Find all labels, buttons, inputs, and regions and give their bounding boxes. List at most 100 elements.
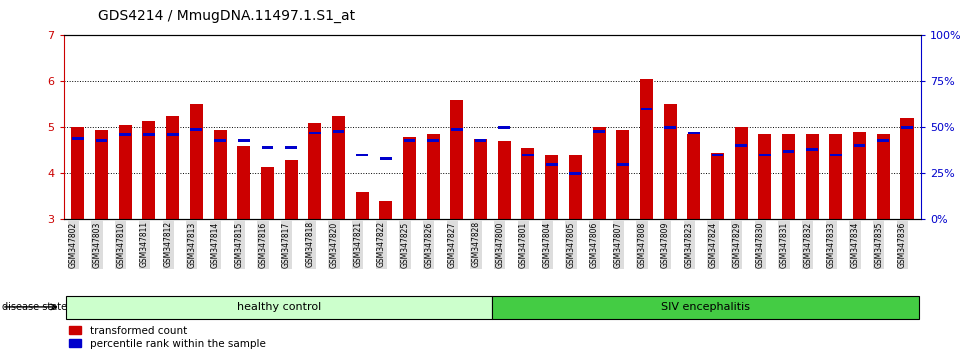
Text: GSM347828: GSM347828	[471, 221, 480, 267]
Bar	[120, 133, 131, 136]
Text: GSM347803: GSM347803	[92, 221, 102, 268]
Text: GSM347830: GSM347830	[756, 221, 764, 268]
Bar	[261, 166, 274, 219]
Bar	[95, 130, 108, 219]
Text: healthy control: healthy control	[237, 302, 321, 312]
Bar	[710, 153, 724, 219]
Bar	[426, 135, 440, 219]
Bar	[521, 148, 534, 219]
Text: GSM347810: GSM347810	[117, 221, 125, 268]
Text: GSM347822: GSM347822	[377, 221, 386, 267]
FancyBboxPatch shape	[66, 296, 492, 319]
Bar	[357, 154, 368, 156]
FancyBboxPatch shape	[492, 296, 919, 319]
Bar	[403, 137, 416, 219]
Bar	[569, 172, 581, 175]
Bar	[214, 130, 226, 219]
Bar	[807, 148, 818, 151]
Bar	[877, 139, 889, 142]
Bar	[142, 120, 156, 219]
Bar	[641, 108, 653, 110]
Bar	[167, 116, 179, 219]
Bar	[190, 128, 202, 131]
Text: GSM347814: GSM347814	[211, 221, 220, 268]
Text: GSM347816: GSM347816	[259, 221, 268, 268]
Bar	[782, 135, 795, 219]
Bar	[663, 104, 676, 219]
Bar	[711, 154, 723, 156]
Text: GSM347827: GSM347827	[448, 221, 457, 268]
Text: GSM347825: GSM347825	[401, 221, 410, 268]
Bar	[285, 146, 297, 149]
Bar	[380, 157, 392, 160]
Text: GSM347833: GSM347833	[827, 221, 836, 268]
Bar	[96, 139, 108, 142]
Bar	[474, 139, 487, 219]
Bar	[759, 135, 771, 219]
Text: GSM347813: GSM347813	[187, 221, 196, 268]
Bar	[593, 130, 605, 132]
Text: GSM347800: GSM347800	[495, 221, 505, 268]
Bar	[688, 132, 700, 134]
Text: GSM347804: GSM347804	[543, 221, 552, 268]
Text: GSM347805: GSM347805	[566, 221, 575, 268]
Bar	[568, 155, 582, 219]
Text: GSM347817: GSM347817	[282, 221, 291, 268]
Bar	[806, 135, 818, 219]
Bar	[593, 127, 606, 219]
Bar	[119, 125, 131, 219]
Bar	[427, 139, 439, 142]
Bar	[783, 150, 795, 153]
Text: GSM347834: GSM347834	[851, 221, 859, 268]
Bar	[640, 79, 653, 219]
Bar	[616, 163, 628, 166]
Bar	[451, 100, 464, 219]
Text: GSM347811: GSM347811	[140, 221, 149, 267]
Text: GSM347829: GSM347829	[732, 221, 741, 268]
Bar	[404, 139, 416, 142]
Text: GSM347835: GSM347835	[874, 221, 883, 268]
Bar	[72, 127, 84, 219]
Bar	[499, 126, 511, 129]
Bar	[546, 163, 558, 166]
Text: GSM347808: GSM347808	[637, 221, 647, 268]
Bar	[309, 132, 320, 134]
Bar	[854, 132, 866, 219]
Text: GSM347821: GSM347821	[353, 221, 363, 267]
Text: GSM347831: GSM347831	[779, 221, 789, 268]
Bar	[664, 126, 676, 129]
Bar	[451, 128, 463, 131]
Bar	[902, 126, 912, 129]
Bar	[284, 160, 298, 219]
Bar	[238, 139, 250, 142]
Bar	[167, 133, 178, 136]
Text: GSM347807: GSM347807	[613, 221, 622, 268]
Bar	[356, 192, 368, 219]
Text: GSM347801: GSM347801	[519, 221, 528, 268]
Bar	[332, 116, 345, 219]
Bar	[309, 123, 321, 219]
Bar	[237, 146, 250, 219]
Text: GSM347802: GSM347802	[69, 221, 78, 268]
Bar	[616, 130, 629, 219]
Bar	[522, 154, 534, 156]
Bar	[332, 130, 344, 132]
Text: GSM347836: GSM347836	[898, 221, 907, 268]
Text: disease state: disease state	[2, 302, 67, 312]
Bar	[545, 155, 559, 219]
Bar	[498, 141, 511, 219]
Bar	[73, 137, 83, 140]
Bar	[735, 127, 748, 219]
Bar	[830, 154, 842, 156]
Bar	[854, 144, 865, 147]
Text: GDS4214 / MmugDNA.11497.1.S1_at: GDS4214 / MmugDNA.11497.1.S1_at	[98, 9, 355, 23]
Bar	[215, 139, 226, 142]
Bar	[474, 139, 486, 142]
Bar	[877, 135, 890, 219]
Text: GSM347823: GSM347823	[685, 221, 694, 268]
Bar	[143, 133, 155, 136]
Legend: transformed count, percentile rank within the sample: transformed count, percentile rank withi…	[69, 326, 266, 349]
Bar	[735, 144, 747, 147]
Text: GSM347832: GSM347832	[804, 221, 812, 268]
Text: GSM347826: GSM347826	[424, 221, 433, 268]
